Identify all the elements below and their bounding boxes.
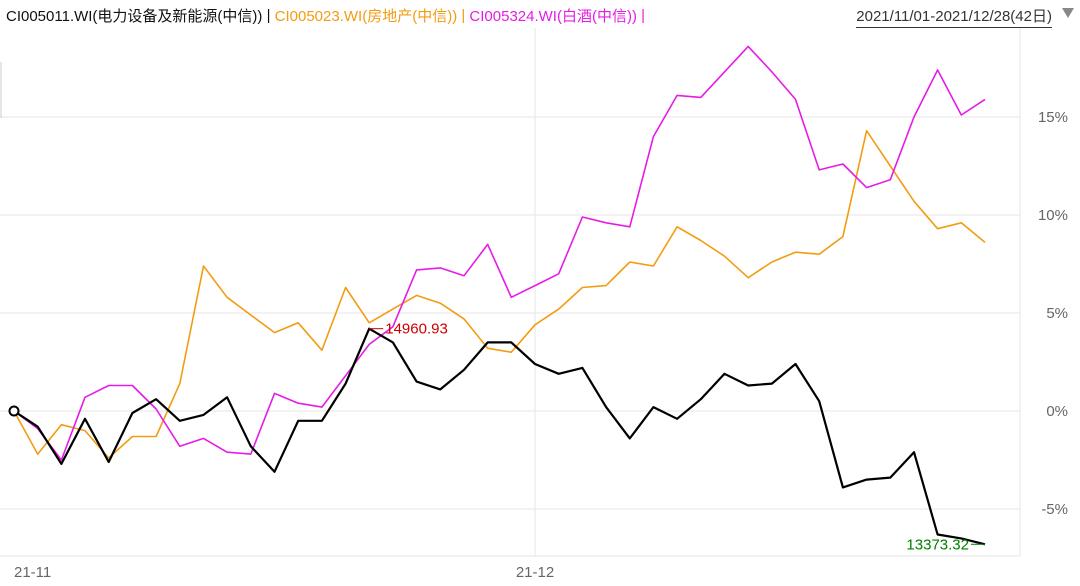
series-line	[13, 129, 986, 459]
date-range-selector[interactable]: 2021/11/01-2021/12/28(42日)	[856, 5, 1052, 28]
series-line	[13, 45, 986, 461]
y-tick-label: 5%	[1046, 305, 1068, 322]
legend-separator: |	[457, 6, 470, 24]
x-tick-label: 21-11	[14, 564, 51, 581]
x-tick-label: 21-12	[516, 564, 554, 581]
y-tick-label: 15%	[1038, 109, 1068, 126]
y-tick-label: -5%	[1041, 501, 1068, 518]
chart-legend: CI005011.WI(电力设备及新能源(中信)) | CI005023.WI(…	[6, 4, 645, 26]
chevron-down-icon[interactable]	[1062, 8, 1074, 18]
start-marker	[8, 405, 20, 417]
legend-item[interactable]: CI005011.WI(电力设备及新能源(中信))	[6, 7, 263, 25]
y-tick-label: 10%	[1038, 207, 1068, 224]
y-tick-label: 0%	[1046, 403, 1068, 420]
legend-separator: |	[262, 6, 275, 24]
max-value-label: 14960.93	[385, 321, 448, 338]
legend-separator: |	[636, 6, 646, 24]
series-line	[13, 327, 986, 546]
last-value-label: 13373.32	[906, 536, 969, 553]
legend-item[interactable]: CI005023.WI(房地产(中信))	[274, 7, 458, 25]
legend-item[interactable]: CI005324.WI(白酒(中信))	[469, 7, 637, 25]
